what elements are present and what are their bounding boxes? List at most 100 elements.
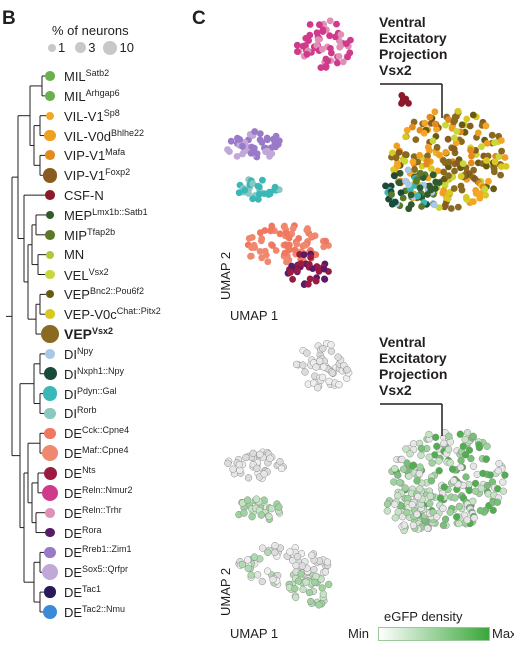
umap-cell-point	[303, 50, 311, 58]
cluster-node-dot	[44, 586, 56, 598]
umap-cell-point	[499, 478, 507, 486]
umap-cell-point	[405, 99, 412, 107]
umap-cell-point	[433, 143, 441, 151]
umap-cell-point	[478, 143, 485, 151]
umap-cell-point	[326, 32, 333, 40]
umap-cell-point	[383, 500, 392, 508]
cluster-leaf: DERreb1::Zim1	[44, 542, 132, 562]
umap-cell-point	[433, 442, 441, 450]
umap-cell-point	[483, 481, 492, 490]
umap-cell-point	[483, 442, 491, 450]
umap-cell-point	[439, 521, 448, 529]
umap-cell-point	[396, 478, 404, 487]
umap-cell-point	[312, 572, 320, 581]
umap-cell-point	[297, 260, 305, 268]
umap-cell-point	[277, 464, 286, 473]
cluster-node-dot	[45, 111, 55, 120]
umap-cell-point	[401, 484, 409, 492]
umap-cell-point	[409, 158, 417, 166]
umap-cell-point	[396, 169, 404, 177]
umap-cell-point	[442, 121, 449, 129]
umap-cell-point	[298, 562, 306, 570]
umap-cell-point	[462, 194, 470, 201]
umap-cell-point	[424, 143, 432, 151]
cluster-node-dot	[44, 546, 56, 559]
umap-cell-point	[501, 471, 509, 479]
umap-cell-point	[435, 457, 443, 465]
umap-cell-point	[483, 140, 491, 147]
umap-cell-point	[318, 373, 327, 382]
umap-cell-point	[491, 158, 499, 166]
umap-cell-point	[327, 45, 334, 52]
umap-cell-point	[457, 172, 465, 180]
umap-cell-point	[389, 149, 396, 157]
umap-cell-point	[342, 40, 350, 48]
annotation-line: Projection	[379, 46, 448, 62]
cluster-leaf: VIL-V1Sp8	[45, 106, 120, 126]
umap-cell-point	[467, 159, 475, 167]
cluster-name: MIL	[63, 69, 86, 84]
cluster-leaf: DEReln::Trhr	[45, 503, 122, 523]
umap-cell-point	[293, 552, 302, 561]
umap-cell-point	[266, 454, 274, 462]
umap-cell-point	[483, 157, 490, 164]
umap-cell-point	[255, 183, 263, 191]
cluster-marker-genes: Sox5::Qrfpr	[82, 564, 129, 575]
umap-cell-point	[248, 513, 256, 521]
umap-cell-point	[399, 465, 408, 473]
cluster-node-dot	[45, 527, 55, 538]
umap-cell-point	[476, 506, 485, 515]
umap-cell-point	[234, 134, 241, 142]
umap-cell-point	[282, 241, 290, 249]
cluster-leaf: MN	[45, 245, 84, 265]
cluster-node-dot	[45, 90, 55, 101]
umap-cell-point	[258, 544, 267, 552]
umap-bottom-axis-y: UMAP 2	[218, 567, 233, 616]
umap-cell-point	[288, 262, 295, 270]
cluster-label: DEMaf::Cpne4	[64, 445, 129, 461]
umap-cell-point	[459, 160, 467, 168]
umap-cell-point	[262, 251, 270, 259]
umap-cell-point	[417, 444, 426, 453]
umap-cell-point	[327, 341, 335, 349]
umap-cell-point	[281, 222, 288, 230]
umap-cell-point	[486, 471, 494, 479]
umap-cell-point	[294, 267, 301, 275]
umap-cell-point	[310, 566, 318, 574]
cluster-label: DINxph1::Npy	[64, 366, 124, 382]
umap-cell-point	[248, 244, 255, 252]
umap-cell-point	[413, 176, 421, 184]
umap-cell-point	[450, 477, 458, 485]
umap-cell-point	[282, 229, 290, 237]
umap-cell-point	[445, 172, 452, 180]
umap-cell-point	[257, 511, 265, 519]
umap-cell-point	[409, 521, 418, 529]
umap-cell-point	[467, 454, 475, 463]
umap-cell-point	[467, 146, 474, 154]
umap-cell-point	[322, 237, 330, 245]
umap-cell-point	[440, 483, 448, 491]
umap-cell-point	[307, 254, 314, 261]
umap-cell-point	[470, 198, 477, 206]
umap-cell-point	[425, 453, 433, 461]
cluster-marker-genes: Rreb1::Zim1	[82, 544, 132, 555]
umap-cell-point	[414, 158, 422, 166]
umap-cell-point	[291, 584, 299, 593]
umap-cell-point	[269, 575, 277, 584]
umap-cell-point	[407, 191, 415, 199]
umap-cell-point	[451, 134, 458, 142]
cluster-node-dot	[45, 309, 55, 320]
umap-cell-point	[383, 507, 391, 515]
umap-cell-point	[250, 553, 259, 561]
umap-cell-point	[456, 430, 464, 438]
umap-cell-point	[306, 275, 314, 283]
umap-cell-point	[300, 251, 308, 259]
umap-cell-point	[457, 463, 465, 472]
umap-cell-point	[432, 178, 440, 186]
umap-cell-point	[413, 477, 421, 485]
umap-cell-point	[333, 59, 341, 67]
umap-cell-point	[453, 127, 461, 135]
umap-cell-point	[317, 64, 325, 71]
cluster-leaf: DETac2::Nmu	[42, 602, 125, 622]
umap-cell-point	[333, 20, 340, 28]
